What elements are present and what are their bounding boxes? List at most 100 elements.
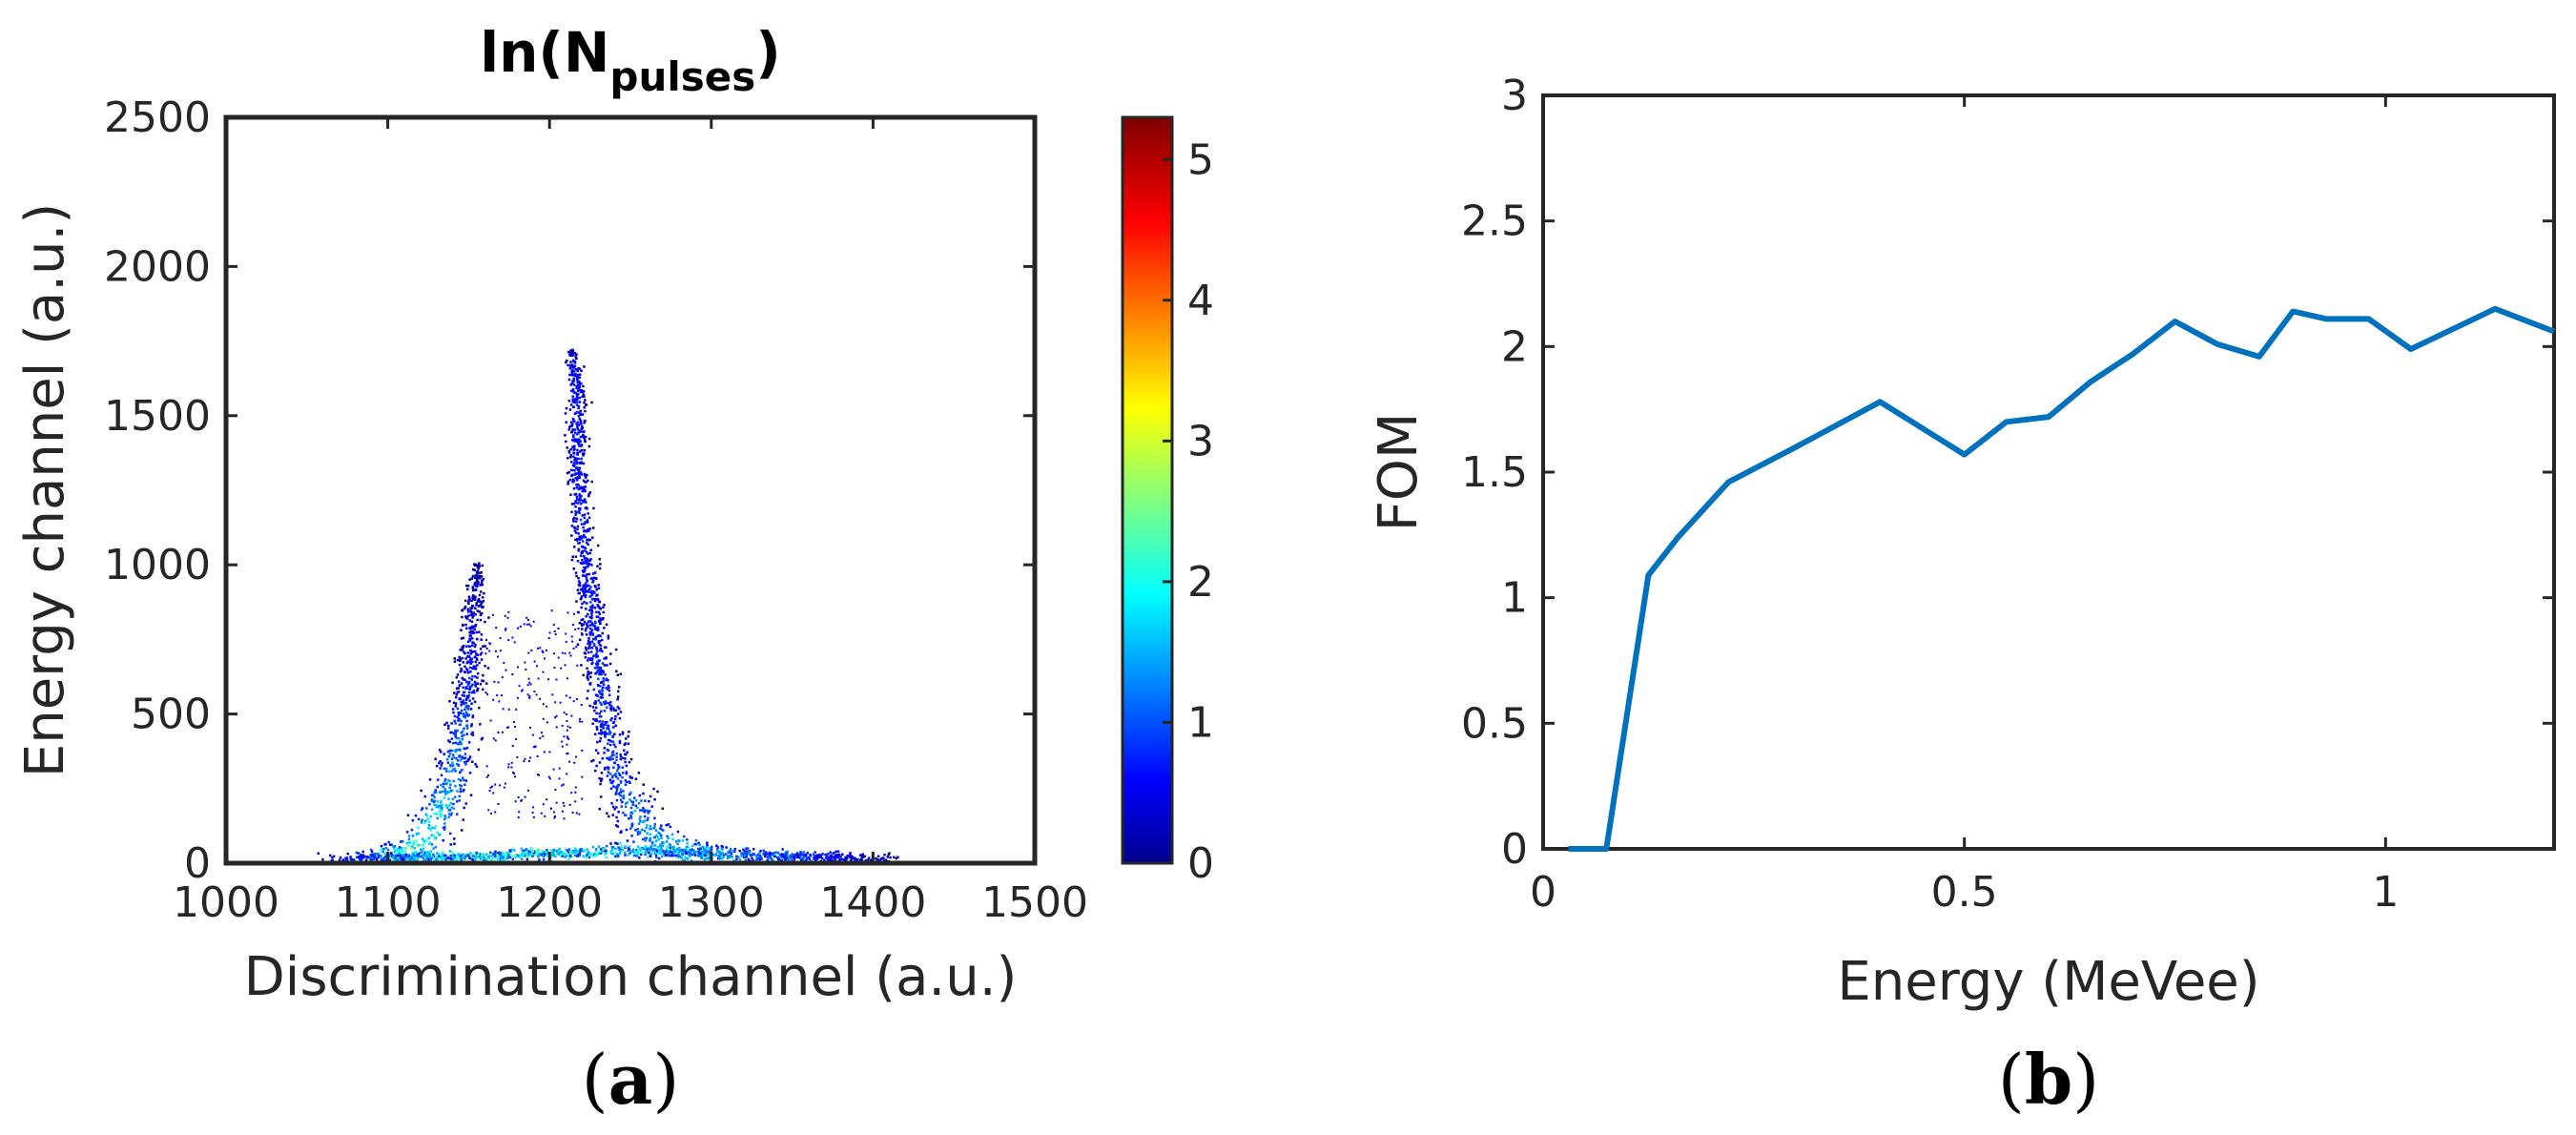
- heatmap-cell: [595, 588, 598, 591]
- heatmap-cell: [681, 853, 684, 856]
- heatmap-cell: [499, 650, 502, 652]
- heatmap-cell: [467, 602, 470, 605]
- heatmap-cell: [595, 577, 598, 580]
- heatmap-cell: [618, 741, 622, 745]
- heatmap-cell: [556, 852, 559, 855]
- heatmap-cell: [421, 849, 423, 852]
- heatmap-cell: [814, 851, 816, 854]
- heatmap-cell: [597, 584, 600, 587]
- heatmap-cell: [399, 856, 402, 859]
- heatmap-cell: [581, 549, 584, 553]
- heatmap-cell: [602, 683, 606, 686]
- heatmap-cell: [573, 464, 576, 467]
- heatmap-cell: [652, 787, 655, 791]
- heatmap-cell: [430, 799, 434, 803]
- heatmap-cell: [601, 631, 604, 635]
- heatmap-cell: [437, 853, 440, 856]
- heatmap-cell: [772, 853, 775, 856]
- heatmap-cell: [637, 848, 641, 852]
- heatmap-cell: [670, 850, 672, 854]
- heatmap-cell: [867, 856, 871, 859]
- heatmap-cell: [427, 820, 431, 823]
- heatmap-cell: [604, 700, 608, 703]
- heatmap-cell: [548, 631, 551, 634]
- heatmap-cell: [471, 856, 474, 859]
- heatmap-y-label: Energy channel (a.u.): [14, 203, 76, 777]
- heatmap-cell: [458, 697, 461, 701]
- heatmap-cell: [587, 672, 589, 676]
- heatmap-cell: [470, 725, 473, 728]
- heatmap-cell: [456, 790, 459, 793]
- heatmap-cell: [564, 412, 567, 415]
- heatmap-cell: [691, 844, 694, 848]
- heatmap-cell: [616, 698, 619, 701]
- heatmap-cell: [659, 843, 662, 846]
- heatmap-cell: [576, 525, 580, 528]
- heatmap-cell: [481, 583, 484, 587]
- heatmap-cell: [535, 853, 538, 856]
- heatmap-cell: [731, 856, 733, 858]
- heatmap-cell: [632, 840, 635, 843]
- heatmap-cell: [461, 737, 464, 741]
- heatmap-cell: [525, 668, 527, 671]
- heatmap-cell: [602, 701, 606, 704]
- heatmap-cell: [576, 381, 580, 384]
- heatmap-cell: [579, 554, 583, 557]
- heatmap-cell: [612, 753, 615, 756]
- heatmap-cell: [437, 778, 440, 781]
- heatmap-cell: [603, 627, 606, 629]
- heatmap-cell: [422, 840, 426, 844]
- heatmap-cell: [574, 355, 577, 358]
- heatmap-cell: [603, 752, 606, 754]
- heatmap-cell: [586, 541, 588, 545]
- heatmap-cell: [566, 729, 568, 732]
- heatmap-cell: [581, 720, 584, 723]
- heatmap-cell: [607, 685, 610, 688]
- heatmap-cell: [569, 468, 573, 472]
- heatmap-cell: [569, 456, 572, 459]
- heatmap-cell: [594, 620, 597, 624]
- heatmap-cell: [589, 601, 592, 604]
- heatmap-cell: [374, 852, 377, 856]
- heatmap-cell: [558, 777, 561, 780]
- heatmap-cell: [756, 853, 760, 856]
- heatmap-cell: [587, 645, 591, 648]
- heatmap-cell: [443, 854, 446, 856]
- heatmap-cell: [510, 848, 514, 851]
- heatmap-cell: [580, 444, 584, 446]
- heatmap-cell: [454, 702, 458, 705]
- heatmap-cell: [473, 568, 477, 571]
- heatmap-cell: [496, 693, 499, 696]
- heatmap-cell: [605, 851, 608, 854]
- heatmap-cell: [468, 666, 472, 670]
- heatmap-cell: [440, 809, 443, 813]
- heatmap-cell: [590, 610, 594, 613]
- heatmap-cell: [585, 608, 587, 610]
- heatmap-cell: [585, 575, 587, 578]
- heatmap-cell: [461, 829, 464, 832]
- heatmap-cell: [645, 846, 648, 849]
- heatmap-cell: [624, 802, 628, 805]
- heatmap-cell: [621, 766, 625, 769]
- heatmap-cell: [586, 529, 588, 532]
- heatmap-cell: [581, 624, 584, 627]
- heatmap-cell: [481, 856, 484, 859]
- heatmap-cell: [575, 574, 578, 578]
- heatmap-cell: [613, 717, 617, 721]
- heatmap-cell: [592, 644, 596, 648]
- heatmap-cell: [507, 610, 510, 613]
- heatmap-cell: [666, 850, 669, 853]
- heatmap-cell: [583, 601, 586, 604]
- heatmap-cell: [329, 854, 332, 857]
- heatmap-cell: [582, 570, 586, 573]
- heatmap-cell: [570, 373, 573, 377]
- heatmap-cell: [479, 603, 482, 607]
- heatmap-cell: [614, 745, 617, 749]
- heatmap-cell: [487, 856, 491, 860]
- heatmap-cell: [453, 795, 457, 798]
- heatmap-cell: [787, 859, 791, 862]
- heatmap-cell: [652, 843, 656, 847]
- heatmap-cell: [517, 627, 519, 629]
- heatmap-cell: [621, 731, 625, 734]
